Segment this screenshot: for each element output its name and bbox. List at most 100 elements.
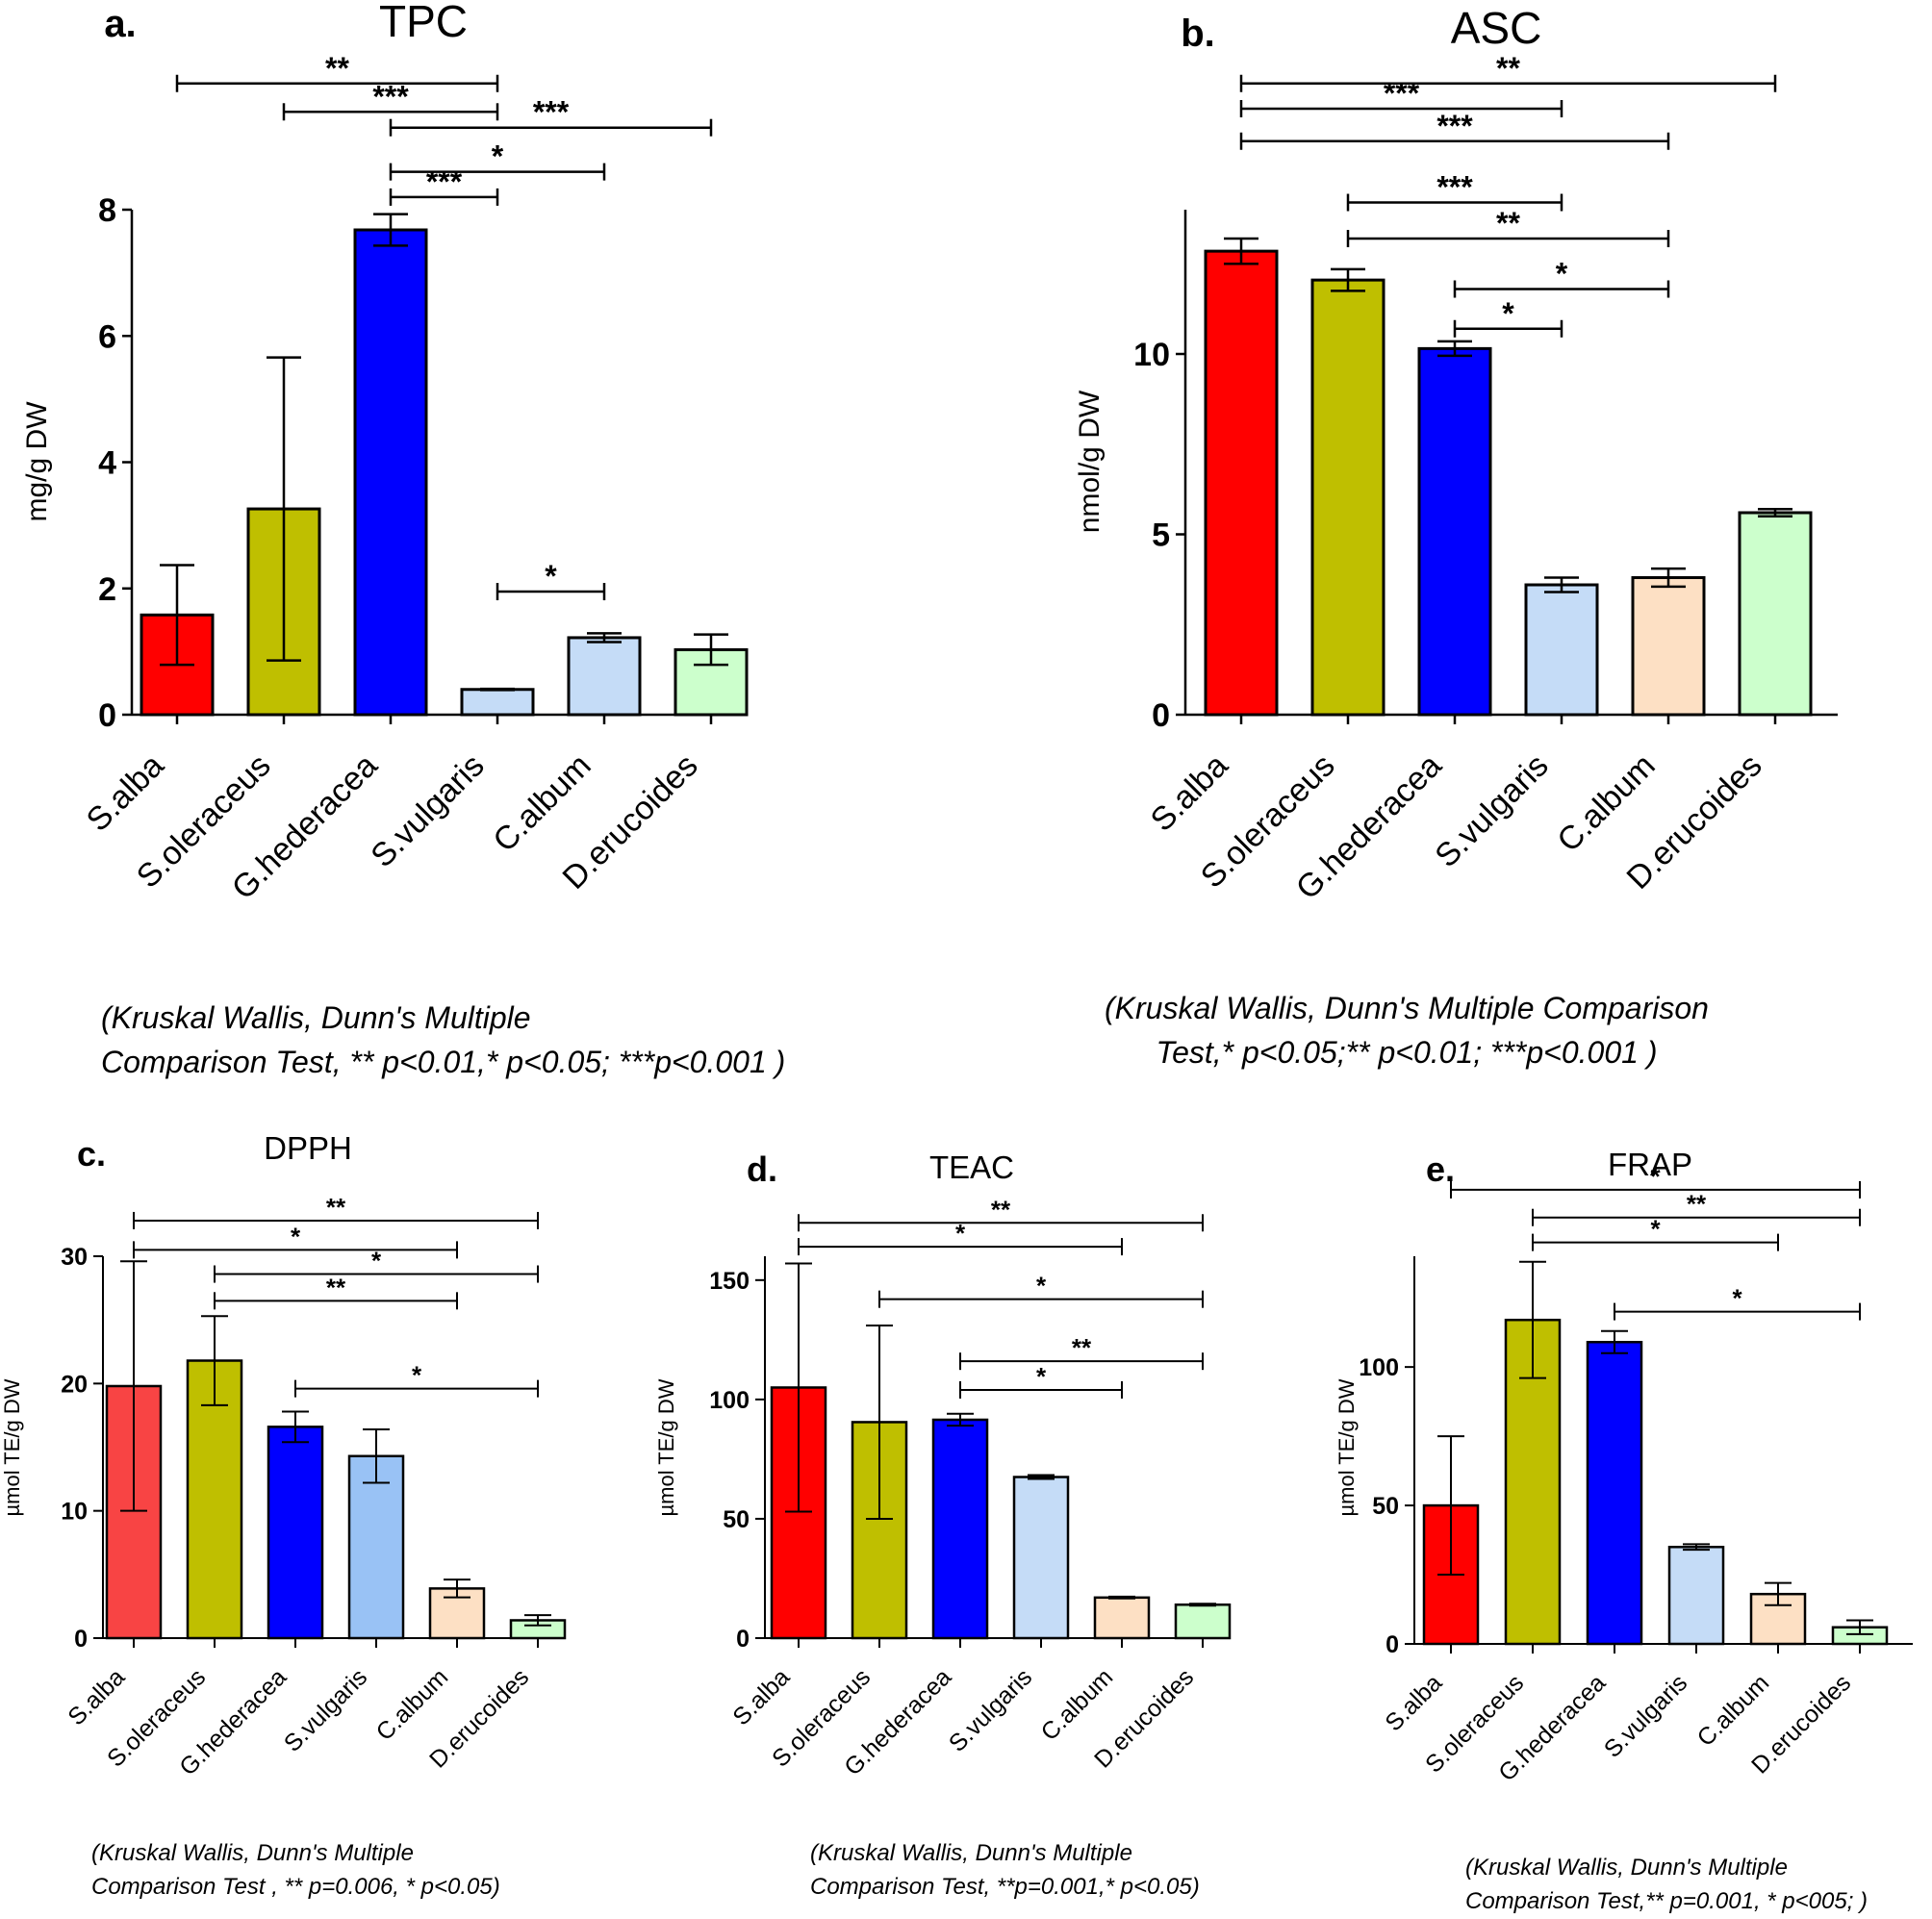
panel-a-x-tick-label: C.album bbox=[486, 747, 597, 859]
panel-a-significance-label: * bbox=[545, 559, 557, 593]
panel-a-x-tick-label: S.vulgaris bbox=[364, 747, 491, 874]
panel-d-x-tick-label: S.vulgaris bbox=[944, 1663, 1037, 1756]
panel-d-y-tick-label: 150 bbox=[709, 1268, 750, 1295]
panel-c-significance-label: * bbox=[371, 1247, 382, 1275]
panel-a-significance-label: *** bbox=[533, 95, 570, 130]
panel-c-significance-label: ** bbox=[326, 1273, 346, 1301]
panel-b-y-axis-label: nmol/g DW bbox=[1074, 390, 1106, 533]
panel-d-x-tick-label: S.alba bbox=[727, 1663, 795, 1730]
panel-a-significance-label: ** bbox=[325, 51, 349, 86]
panel-d-bar bbox=[1093, 1596, 1151, 1640]
panel-c-y-tick-label: 30 bbox=[61, 1244, 88, 1271]
panel-b-x-tick-label: S.vulgaris bbox=[1428, 747, 1555, 874]
panel-a-y-tick-label: 0 bbox=[98, 697, 116, 734]
panel-c-x-tick-label: S.alba bbox=[63, 1663, 130, 1730]
panel-c-y-tick-label: 0 bbox=[74, 1626, 88, 1653]
panel-d-significance-label: * bbox=[1036, 1362, 1047, 1391]
panel-c-significance-label: * bbox=[412, 1361, 422, 1390]
panel-d-significance-label: ** bbox=[991, 1195, 1011, 1224]
panel-e-x-tick-label: S.vulgaris bbox=[1599, 1669, 1692, 1762]
panel-e-significance-label: * bbox=[1650, 1162, 1661, 1191]
panel-b-label: b. bbox=[1181, 13, 1215, 55]
panel-e-y-tick-label: 50 bbox=[1372, 1493, 1399, 1520]
panel-b-significance-label: *** bbox=[1436, 109, 1473, 143]
panel-a-significance-label: * bbox=[492, 139, 504, 174]
panel-a-y-axis-label: mg/g DW bbox=[21, 401, 53, 522]
panel-c-note-line-2: Comparison Test , ** p=0.006, * p<0.05) bbox=[91, 1873, 500, 1900]
panel-d-y-tick-label: 0 bbox=[736, 1626, 750, 1653]
panel-b-bar bbox=[1631, 576, 1706, 717]
panel-a-y-tick-label: 4 bbox=[98, 445, 116, 482]
panel-c-significance-label: ** bbox=[326, 1193, 346, 1222]
panel-d-note-line-1: (Kruskal Wallis, Dunn's Multiple bbox=[810, 1840, 1132, 1866]
panel-a-note-line-1: (Kruskal Wallis, Dunn's Multiple bbox=[101, 1000, 531, 1035]
panel-b-x-tick-label: C.album bbox=[1550, 747, 1662, 859]
panel-d-bar bbox=[1012, 1476, 1070, 1640]
panel-e-significance-label: * bbox=[1650, 1215, 1661, 1244]
panel-a-bar bbox=[460, 688, 535, 717]
panel-d-label: d. bbox=[747, 1149, 777, 1189]
panel-e-x-tick-label: C.album bbox=[1692, 1669, 1775, 1752]
panel-e-note: (Kruskal Wallis, Dunn's Multiple Compari… bbox=[1465, 1852, 1868, 1919]
panel-e-x-tick-label: S.alba bbox=[1380, 1669, 1447, 1736]
panel-e-significance-label: * bbox=[1732, 1284, 1742, 1313]
panel-a-bar bbox=[567, 636, 642, 717]
panel-b-y-tick-label: 10 bbox=[1133, 337, 1170, 373]
panel-c-significance-label: * bbox=[291, 1222, 301, 1250]
panel-b-title: ASC bbox=[1451, 3, 1542, 53]
panel-b-significance-label: *** bbox=[1436, 170, 1473, 205]
panel-c-note-line-1: (Kruskal Wallis, Dunn's Multiple bbox=[91, 1840, 414, 1866]
panel-b-bar bbox=[1738, 511, 1813, 717]
panel-d-y-tick-label: 100 bbox=[709, 1387, 750, 1414]
panel-b-significance-label: * bbox=[1556, 257, 1568, 291]
panel-b-bar bbox=[1524, 583, 1599, 717]
panel-b-x-tick-label: S.alba bbox=[1144, 747, 1235, 839]
panel-a-note: (Kruskal Wallis, Dunn's Multiple Compari… bbox=[101, 996, 785, 1085]
panel-d-y-axis-label: µmol TE/g DW bbox=[654, 1378, 678, 1516]
panel-d-y-tick-label: 50 bbox=[723, 1506, 750, 1533]
panel-e-bar bbox=[1586, 1340, 1643, 1646]
panel-e-note-line-1: (Kruskal Wallis, Dunn's Multiple bbox=[1465, 1855, 1788, 1881]
panel-e-y-tick-label: 0 bbox=[1385, 1631, 1399, 1658]
panel-d-significance-label: * bbox=[955, 1219, 966, 1248]
panel-a-x-tick-label: S.alba bbox=[80, 747, 171, 839]
panel-d-x-tick-label: C.album bbox=[1036, 1663, 1119, 1746]
panel-c-bar bbox=[267, 1426, 324, 1640]
panel-a-significance-label: *** bbox=[426, 164, 463, 199]
panel-e-significance-label: ** bbox=[1687, 1190, 1707, 1219]
panel-a-note-line-2: Comparison Test, ** p<0.01,* p<0.05; ***… bbox=[101, 1045, 786, 1080]
panel-d-bar bbox=[931, 1418, 989, 1640]
panel-e-y-axis-label: µmol TE/g DW bbox=[1335, 1378, 1359, 1516]
panel-d-bar bbox=[1174, 1603, 1232, 1640]
panel-c-title: DPPH bbox=[264, 1130, 352, 1166]
panel-b-note-line-2: Test,* p<0.05;** p<0.01; ***p<0.001 ) bbox=[1156, 1035, 1658, 1071]
panel-b-bar bbox=[1310, 278, 1385, 717]
panel-b-bar bbox=[1417, 346, 1492, 717]
panel-b-y-tick-label: 0 bbox=[1152, 697, 1170, 734]
panel-e-bar bbox=[1667, 1546, 1725, 1646]
panel-b-significance-label: * bbox=[1502, 296, 1514, 331]
panel-a-y-tick-label: 8 bbox=[98, 192, 116, 229]
panel-c-note: (Kruskal Wallis, Dunn's Multiple Compari… bbox=[91, 1837, 500, 1905]
panel-d-note-line-2: Comparison Test, **p=0.001,* p<0.05) bbox=[810, 1873, 1200, 1900]
panel-b-significance-label: ** bbox=[1496, 51, 1520, 86]
panel-a-y-tick-label: 2 bbox=[98, 571, 116, 608]
panel-a-title: TPC bbox=[379, 0, 468, 46]
panel-b-significance-label: ** bbox=[1496, 206, 1520, 240]
panel-a-y-tick-label: 6 bbox=[98, 318, 116, 355]
panel-c-label: c. bbox=[77, 1134, 106, 1174]
panel-b-y-tick-label: 5 bbox=[1152, 518, 1170, 554]
panel-b-note: (Kruskal Wallis, Dunn's Multiple Compari… bbox=[1105, 986, 1709, 1075]
panel-c-y-axis-label: µmol TE/g DW bbox=[0, 1378, 24, 1516]
panel-e-y-tick-label: 100 bbox=[1359, 1354, 1399, 1381]
panel-d-significance-label: ** bbox=[1072, 1333, 1092, 1362]
panel-c-y-tick-label: 20 bbox=[61, 1371, 88, 1398]
panel-b-note-line-1: (Kruskal Wallis, Dunn's Multiple Compari… bbox=[1105, 991, 1709, 1025]
panel-d-significance-label: * bbox=[1036, 1272, 1047, 1300]
